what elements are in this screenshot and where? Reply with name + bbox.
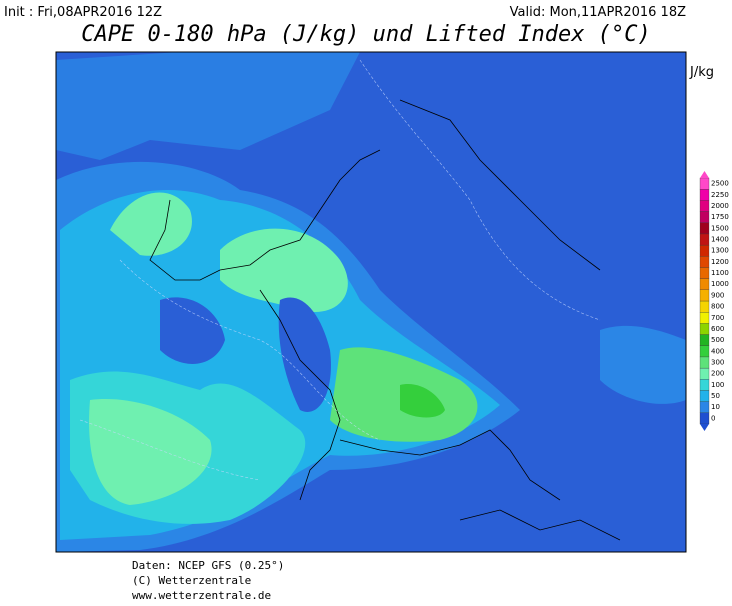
contour — [119, 259, 381, 441]
colorbar-label: 1300 — [711, 247, 729, 255]
lifted-index-contours — [79, 59, 601, 481]
colorbar-label: 800 — [711, 303, 724, 311]
cape-area — [89, 399, 212, 505]
colorbar-swatch — [699, 177, 710, 190]
cape-area — [160, 297, 225, 364]
colorbar-swatch — [699, 401, 710, 413]
colorbar-label: 10 — [711, 403, 720, 411]
contour — [79, 419, 261, 481]
colorbar-label: 1750 — [711, 213, 729, 221]
colorbar-swatch — [699, 412, 710, 425]
coastline — [339, 429, 561, 501]
colorbar-label: 200 — [711, 370, 724, 378]
colorbar-swatch — [699, 200, 710, 212]
colorbar-swatch — [699, 334, 710, 346]
colorbar-swatch — [699, 390, 710, 402]
colorbar-swatch — [699, 222, 710, 235]
cape-area — [56, 52, 360, 160]
colorbar-unit: J/kg — [689, 65, 714, 80]
border — [399, 99, 601, 271]
colorbar-swatch — [699, 356, 710, 369]
colorbar-swatch — [699, 323, 710, 335]
colorbar: 0 10 50 100 200 300 400 500 600 700 800 900 1000 1100… — [699, 171, 729, 431]
cape-area — [400, 384, 445, 418]
colorbar-label: 1400 — [711, 236, 729, 244]
colorbar-swatch — [699, 300, 710, 313]
coastline — [149, 149, 381, 281]
valid-time: Valid: Mon,11APR2016 18Z — [510, 5, 686, 20]
colorbar-swatch — [699, 312, 710, 324]
colorbar-arrow — [700, 171, 709, 178]
colorbar-swatch — [699, 233, 710, 246]
map-frame — [55, 51, 687, 553]
colorbar-arrow — [700, 424, 709, 431]
colorbar-label: 400 — [711, 347, 724, 355]
map — [55, 51, 687, 553]
copyright: (C) Wetterzentrale — [132, 574, 251, 587]
colorbar-label: 1000 — [711, 280, 729, 288]
coastline — [259, 289, 341, 501]
cape-area — [220, 228, 348, 312]
colorbar-label: 600 — [711, 325, 724, 333]
colorbar-label: 300 — [711, 359, 724, 367]
website: www.wetterzentrale.de — [132, 589, 271, 602]
contour — [359, 59, 601, 321]
colorbar-swatch — [699, 189, 710, 201]
colorbar-label: 2250 — [711, 191, 729, 199]
colorbar-swatch — [699, 278, 710, 290]
colorbar-swatch — [699, 289, 710, 302]
colorbar-label: 100 — [711, 381, 724, 389]
colorbar-swatch — [699, 267, 710, 279]
colorbar-label: 1200 — [711, 258, 729, 266]
cape-area — [278, 297, 331, 412]
colorbar-label: 50 — [711, 392, 720, 400]
colorbar-swatch — [699, 211, 710, 223]
cape-area — [110, 192, 192, 256]
cape-area — [600, 325, 686, 404]
colorbar-label: 2000 — [711, 202, 729, 210]
colorbar-label: 700 — [711, 314, 724, 322]
colorbar-label: 0 — [711, 414, 715, 422]
colorbar-swatch — [699, 379, 710, 391]
colorbar-swatch — [699, 244, 710, 257]
init-time: Init : Fri,08APR2016 12Z — [4, 5, 162, 20]
colorbar-swatch — [699, 367, 710, 380]
colorbar-label: 500 — [711, 336, 724, 344]
colorbar-swatch — [699, 345, 710, 358]
map-title: CAPE 0-180 hPa (J/kg) und Lifted Index (… — [81, 22, 651, 47]
colorbar-label: 2500 — [711, 180, 729, 188]
data-source: Daten: NCEP GFS (0.25°) — [132, 559, 284, 572]
coastlines — [149, 99, 621, 541]
colorbar-swatch — [699, 256, 710, 268]
colorbar-label: 1100 — [711, 269, 729, 277]
coastline — [459, 509, 621, 541]
colorbar-label: 1500 — [711, 224, 729, 232]
colorbar-label: 900 — [711, 291, 724, 299]
